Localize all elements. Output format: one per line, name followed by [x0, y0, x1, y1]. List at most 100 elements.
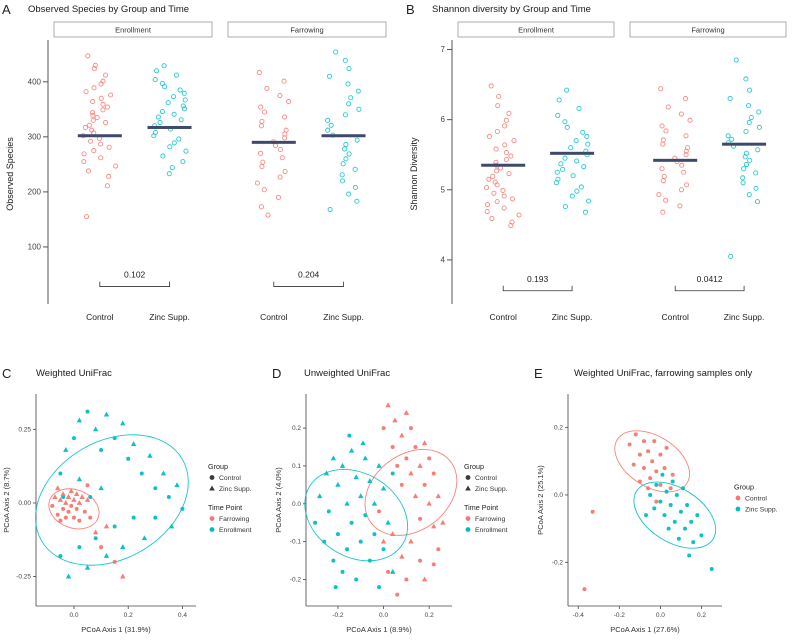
jitter-points-Farrowing-0 [656, 86, 693, 215]
mean-bar [147, 125, 192, 129]
svg-text:-0.1: -0.1 [290, 539, 302, 546]
svg-text:0.2: 0.2 [697, 612, 706, 619]
svg-text:Control: Control [260, 312, 288, 322]
ellipse-layer [35, 434, 189, 566]
svg-text:Farrowing: Farrowing [219, 516, 249, 523]
ellipse-layer [304, 449, 458, 562]
facet-strip [53, 21, 213, 38]
x-axis-title: PCoA Axis 1 (8.9%) [346, 625, 412, 634]
svg-text:Zinc Supp.: Zinc Supp. [552, 312, 593, 322]
facet-strip [227, 21, 387, 38]
pvalue-bracket [273, 281, 344, 287]
svg-text:7: 7 [441, 45, 446, 54]
svg-text:0.102: 0.102 [124, 270, 146, 280]
svg-text:Enrollment: Enrollment [115, 26, 152, 35]
x-axis-title: PCoA Axis 1 (27.6%) [610, 625, 680, 634]
mean-bar [550, 151, 595, 155]
svg-text:Time Point: Time Point [464, 503, 498, 512]
confidence-ellipse [304, 468, 409, 562]
points-layer [313, 402, 446, 597]
svg-text:Control: Control [661, 312, 689, 322]
svg-text:Control: Control [489, 312, 517, 322]
points-layer [50, 409, 185, 579]
svg-text:0.0: 0.0 [554, 492, 563, 499]
panel-d: D Unweighted UniFrac -0.2 0.0 0.2 -0.2 -0.1 0… [270, 360, 530, 640]
panel-b-title: Shannon diversity by Group and Time [432, 4, 591, 15]
jitter-points-Enrollment-0 [484, 83, 522, 229]
y-axis-title: PCoA Axis 2 (4.0%) [274, 467, 283, 533]
svg-text:Zinc Supp.: Zinc Supp. [323, 312, 364, 322]
svg-text:0.2: 0.2 [124, 612, 133, 619]
pvalue-bracket [674, 285, 745, 292]
panel-e: E Weighted UniFrac, farrowing samples on… [532, 360, 798, 640]
points-layer [582, 432, 714, 592]
panel-e-letter: E [534, 366, 543, 381]
y-axis-title: Observed Species [5, 137, 15, 211]
svg-text:Farrowing: Farrowing [290, 26, 323, 35]
svg-text:-0.2: -0.2 [552, 559, 564, 566]
svg-text:Enrollment: Enrollment [219, 527, 252, 534]
confidence-ellipse [35, 434, 189, 566]
svg-text:Control: Control [86, 312, 114, 322]
confidence-ellipse [633, 481, 717, 549]
svg-text:0.204: 0.204 [298, 270, 320, 280]
svg-text:-0.25: -0.25 [16, 574, 31, 581]
panel-b-letter: B [406, 2, 415, 17]
svg-text:Control: Control [219, 475, 241, 482]
svg-text:Group: Group [734, 483, 754, 492]
svg-text:Farrowing: Farrowing [475, 516, 505, 523]
svg-text:400: 400 [28, 77, 42, 86]
svg-text:6: 6 [441, 115, 446, 124]
svg-text:Zinc Supp.: Zinc Supp. [745, 507, 778, 514]
svg-text:0.1: 0.1 [292, 463, 301, 470]
panel-d-chart: -0.2 0.0 0.2 -0.2 -0.1 0.0 0.1 0.2 PCoA Axis 1 (… [274, 394, 508, 634]
pvalue-bracket [502, 285, 573, 292]
svg-text:5: 5 [441, 185, 446, 194]
panel-a-title: Observed Species by Group and Time [28, 4, 190, 15]
svg-text:0.25: 0.25 [18, 426, 31, 433]
confidence-ellipse [364, 449, 458, 536]
mean-bar [653, 158, 698, 162]
svg-text:0.0: 0.0 [379, 612, 388, 619]
y-axis-title: Shannon Diversity [409, 137, 419, 211]
jitter-points-Farrowing-1 [725, 57, 763, 259]
y-axis-title: PCoA Axis 2 (25.1%) [536, 465, 545, 535]
svg-text:0.00: 0.00 [18, 500, 31, 507]
facet-strip [457, 21, 615, 38]
y-axis-title: PCoA Axis 2 (8.7%) [2, 467, 11, 533]
svg-text:Zinc Supp.: Zinc Supp. [724, 312, 765, 322]
svg-text:Enrollment: Enrollment [475, 527, 508, 534]
panel-c-title: Weighted UniFrac [36, 368, 112, 379]
svg-text:Zinc Supp.: Zinc Supp. [149, 312, 190, 322]
panel-c-letter: C [2, 366, 12, 381]
svg-text:-0.2: -0.2 [332, 612, 344, 619]
jitter-points-Enrollment-1 [151, 63, 189, 177]
panel-d-title: Unweighted UniFrac [304, 368, 391, 379]
svg-text:0.2: 0.2 [425, 612, 434, 619]
svg-text:0.0: 0.0 [656, 612, 665, 619]
panel-b-chart: 4 5 6 7 Shannon Diversity Enrollment Control Zi… [409, 21, 787, 322]
panel-c: C Weighted UniFrac 0.0 0.2 0.4 -0.25 0.00 0.2… [0, 360, 268, 640]
panel-a: A Observed Species by Group and Time 100… [2, 0, 398, 352]
svg-text:-0.4: -0.4 [573, 612, 585, 619]
jitter-points-Enrollment-1 [553, 87, 592, 215]
panel-b: B Shannon diversity by Group and Time 4 5… [404, 0, 798, 352]
svg-text:Group: Group [208, 462, 228, 471]
panel-a-letter: A [2, 2, 11, 17]
svg-text:Zinc Supp.: Zinc Supp. [475, 486, 508, 493]
legend: Group Control Zinc Supp. Time Point Farrowin… [208, 462, 252, 534]
mean-bar [722, 142, 767, 146]
svg-text:Farrowing: Farrowing [691, 26, 724, 35]
svg-text:Enrollment: Enrollment [518, 26, 555, 35]
confidence-ellipse [48, 488, 100, 530]
panel-d-letter: D [272, 366, 282, 381]
svg-text:0.0: 0.0 [292, 501, 301, 508]
mean-bar [321, 134, 366, 138]
svg-text:0.2: 0.2 [292, 425, 301, 432]
svg-text:200: 200 [28, 187, 42, 196]
legend: Group Control Zinc Supp. Time Point Farrowin… [464, 462, 508, 534]
mean-bar [481, 163, 526, 167]
svg-text:100: 100 [28, 242, 42, 251]
svg-text:Control: Control [745, 496, 767, 503]
